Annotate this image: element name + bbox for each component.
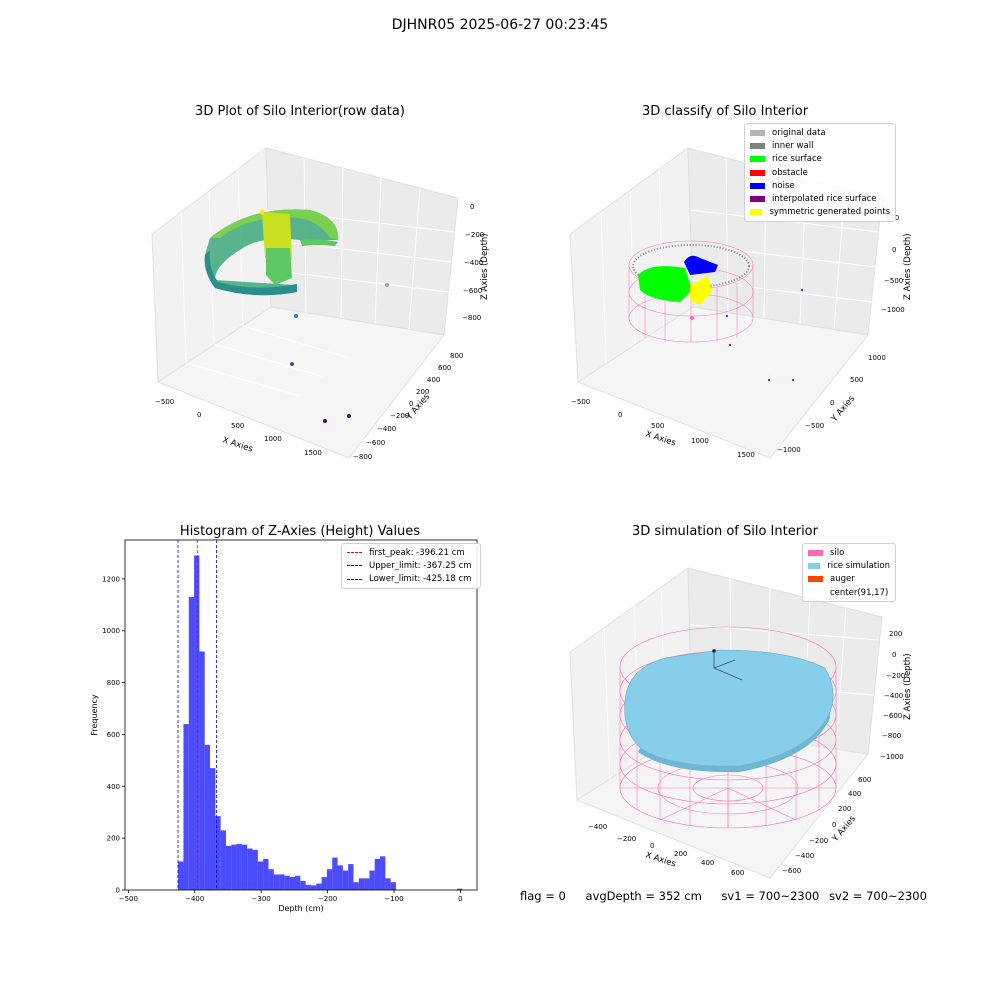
legend-label: interpolated rice surface — [772, 194, 877, 205]
legend-label: first_peak: -396.21 cm — [369, 547, 465, 558]
plot1-point-cloud — [204, 209, 339, 296]
plot1-ztick: 0 — [470, 203, 474, 211]
legend-label: rice simulation — [827, 560, 890, 571]
legend-label: noise — [772, 180, 795, 191]
plot1-ytick: −200 — [390, 412, 409, 420]
plot1-ztick: −400 — [464, 259, 483, 267]
status-sv1: sv1 = 700~2300 — [721, 889, 820, 903]
legend-label: Upper_limit: -367.25 cm — [369, 560, 472, 571]
plot1-xtick: 1000 — [264, 435, 282, 443]
legend-item: original data — [750, 126, 890, 139]
plot1-xtick: 0 — [197, 411, 201, 419]
legend-item: rice simulation — [808, 559, 890, 572]
legend-label: inner wall — [772, 140, 814, 151]
plot2-title: 3D classify of Silo Interior — [641, 104, 809, 119]
plot1-ytick: 0 — [409, 400, 413, 408]
legend-item: first_peak: -396.21 cm — [347, 546, 475, 559]
legend-label: rice surface — [772, 154, 822, 165]
legend-line — [347, 565, 362, 567]
figure-title: DJHNR05 2025-06-27 00:23:45 — [391, 17, 609, 33]
plot4-legend: silo rice simulation auger center(91,17) — [802, 543, 896, 603]
legend-item: symmetric generated points — [750, 206, 890, 219]
plot1-back-pane — [265, 147, 459, 336]
plot4-title: 3D simulation of Silo Interior — [632, 524, 818, 539]
legend-swatch — [750, 196, 765, 203]
legend-swatch — [808, 549, 823, 556]
status-flag: flag = 0 — [520, 889, 566, 903]
plot1-xtick: −500 — [155, 398, 174, 406]
legend-label: silo — [830, 547, 845, 558]
legend-swatch — [750, 129, 765, 136]
plot2-legend: original data inner wall rice surface ob… — [744, 123, 896, 223]
legend-label: center(91,17) — [830, 587, 889, 598]
legend-item: Upper_limit: -367.25 cm — [347, 559, 475, 572]
plot1-ztick: −800 — [462, 314, 481, 322]
legend-item: silo — [808, 546, 890, 559]
legend-swatch — [750, 156, 765, 163]
plot1-ytick: −600 — [366, 439, 385, 447]
plot1-ytick: 600 — [438, 364, 451, 372]
legend-swatch — [750, 209, 763, 216]
legend-swatch — [808, 562, 821, 569]
legend-item: rice surface — [750, 153, 890, 166]
plot1-zlabel: Z Axies (Depth) — [480, 233, 490, 300]
plot1-ytick: 800 — [450, 352, 463, 360]
plot1-xlabel: X Axies — [221, 435, 254, 454]
plot1-ytick: −400 — [377, 425, 396, 433]
plot1-ztick: −600 — [463, 287, 482, 295]
legend-item: obstacle — [750, 166, 890, 179]
legend-label: Lower_limit: -425.18 cm — [369, 574, 472, 585]
plot1-xtick: 1500 — [304, 449, 322, 457]
legend-line — [347, 578, 362, 580]
legend-label: symmetric generated points — [769, 207, 890, 218]
status-sv2: sv2 = 700~2300 — [829, 889, 927, 903]
legend-swatch — [808, 576, 823, 583]
legend-item: noise — [750, 179, 890, 192]
plot1-title: 3D Plot of Silo Interior(row data) — [195, 104, 405, 119]
legend-line — [347, 552, 362, 554]
plot1-ytick: 400 — [427, 376, 440, 384]
status-line: flag = 0 avgDepth = 352 cm sv1 = 700~230… — [520, 889, 943, 903]
legend-label: obstacle — [772, 167, 808, 178]
plot1-outliers — [259, 209, 389, 423]
legend-item: Lower_limit: -425.18 cm — [347, 573, 475, 586]
plot1-ytick: −800 — [353, 453, 372, 461]
legend-label: original data — [772, 127, 826, 138]
legend-swatch — [750, 182, 765, 189]
legend-item: auger — [808, 573, 890, 586]
histogram-title: Histogram of Z-Axies (Height) Values — [179, 524, 421, 539]
plot1-xtick: 500 — [231, 422, 244, 430]
status-avg-depth: avgDepth = 352 cm — [585, 889, 702, 903]
legend-label: auger — [830, 574, 855, 585]
legend-swatch — [750, 169, 765, 176]
legend-item: interpolated rice surface — [750, 192, 890, 205]
plot1-ztick: −200 — [465, 231, 484, 239]
legend-swatch — [750, 142, 765, 149]
legend-item: inner wall — [750, 139, 890, 152]
legend-item: center(91,17) — [808, 586, 890, 599]
histogram-legend: first_peak: -396.21 cm Upper_limit: -367… — [341, 543, 481, 589]
plot1-ytick: 200 — [416, 388, 429, 396]
plot1-floor-pane — [156, 306, 445, 459]
legend-swatch — [808, 590, 823, 596]
